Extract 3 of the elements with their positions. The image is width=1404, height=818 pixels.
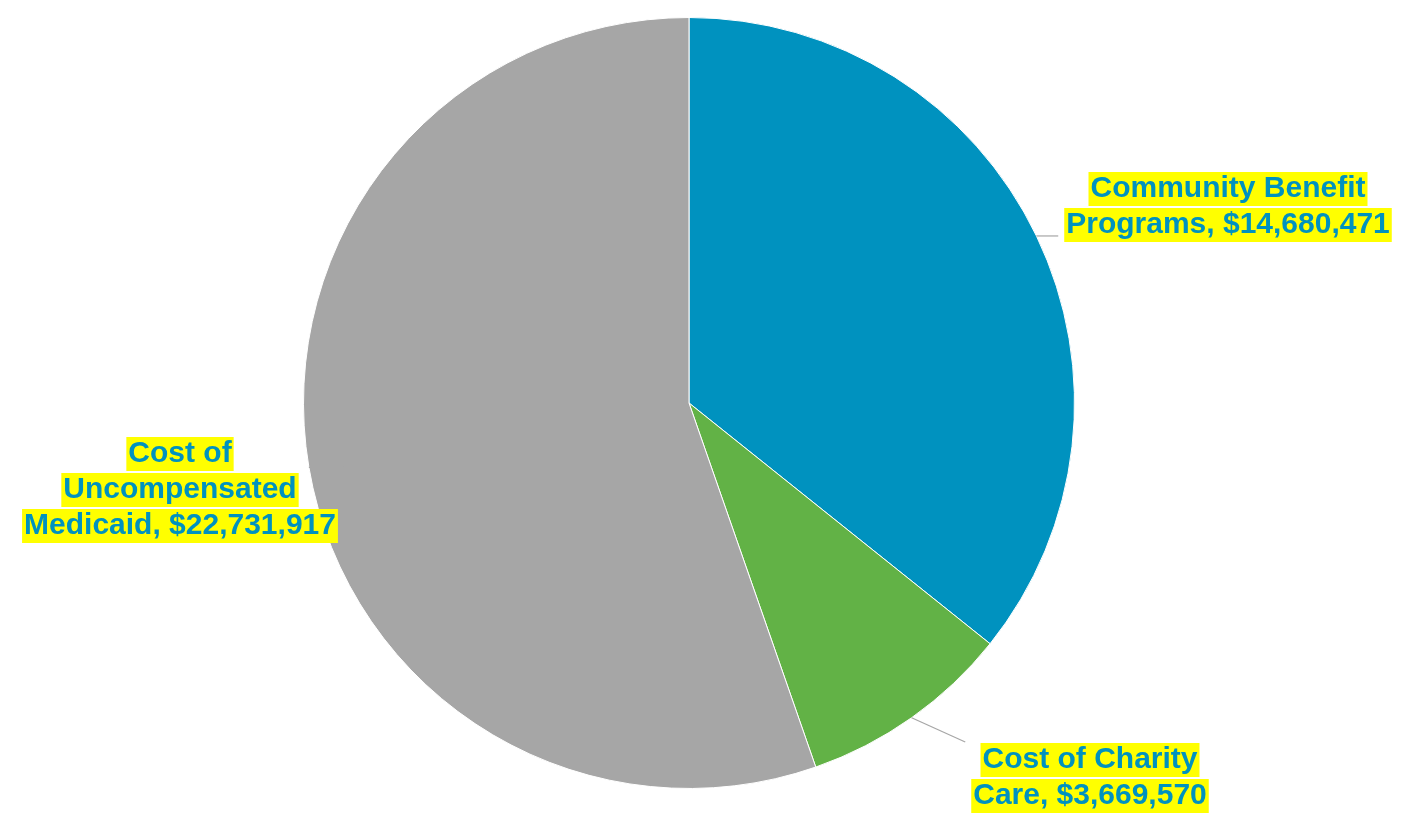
slice-label: Community Benefit Programs, $14,680,471 [1066,170,1390,240]
slice-label: Cost of Charity Care, $3,669,570 [973,741,1207,811]
slice-label: Cost of Uncompensated Medicaid, $22,731,917 [24,435,336,541]
